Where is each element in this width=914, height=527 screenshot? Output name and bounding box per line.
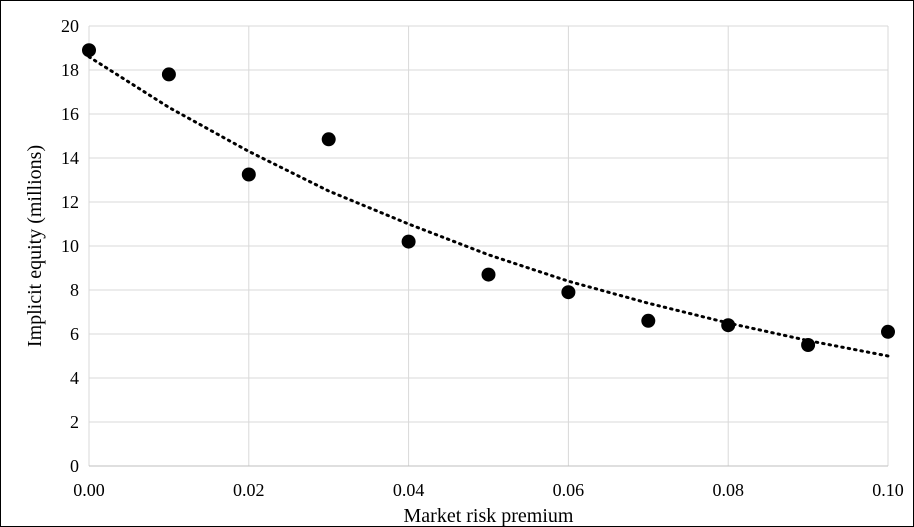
y-tick-label: 10	[61, 236, 79, 256]
x-tick-labels: 0.00 0.02 0.04 0.06 0.08 0.10	[73, 480, 904, 500]
y-tick-label: 6	[70, 324, 79, 344]
x-tick-label: 0.08	[712, 480, 744, 500]
data-point	[881, 324, 895, 339]
y-tick-label: 0	[70, 456, 79, 476]
data-point	[161, 67, 176, 82]
x-axis-title: Market risk premium	[404, 505, 574, 526]
trendline	[87, 55, 890, 358]
data-point	[401, 234, 416, 249]
x-tick-label: 0.00	[73, 480, 105, 500]
x-tick-label: 0.10	[872, 480, 904, 500]
horizontal-gridlines	[89, 25, 888, 467]
y-tick-label: 12	[61, 192, 79, 212]
x-tick-label: 0.02	[233, 480, 265, 500]
data-points	[82, 43, 895, 352]
y-axis-title: Implicit equity (millions)	[24, 145, 46, 347]
data-point	[801, 338, 816, 352]
y-tick-label: 14	[61, 148, 79, 168]
y-tick-label: 18	[61, 60, 79, 80]
data-point	[641, 313, 656, 328]
y-tick-labels: 0 2 4 6 8 10 12 14 16 18 20	[61, 16, 79, 476]
y-tick-label: 20	[61, 16, 79, 36]
y-tick-label: 4	[70, 368, 79, 388]
data-point	[721, 318, 736, 333]
x-tick-label: 0.06	[553, 480, 585, 500]
data-point	[561, 285, 576, 300]
y-tick-label: 2	[70, 412, 79, 432]
x-tick-label: 0.04	[393, 480, 425, 500]
data-point	[82, 43, 96, 58]
data-point	[241, 167, 256, 182]
data-point	[321, 132, 336, 147]
y-tick-label: 16	[61, 104, 79, 124]
data-point	[481, 267, 496, 282]
y-tick-label: 8	[70, 280, 79, 300]
